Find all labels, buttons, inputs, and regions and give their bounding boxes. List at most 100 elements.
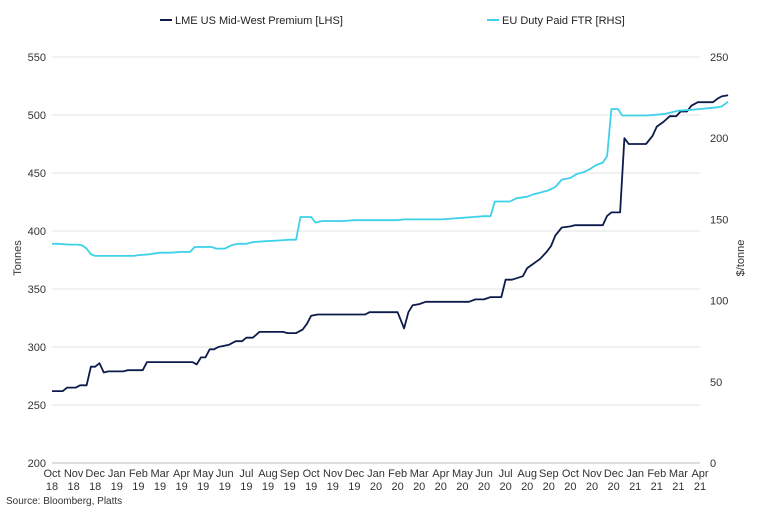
y-left-tick-label: 350 xyxy=(28,284,46,296)
x-tick-year: 19 xyxy=(111,481,123,493)
x-tick-year: 20 xyxy=(521,481,533,493)
x-tick-year: 20 xyxy=(370,481,382,493)
x-tick-month: Jan xyxy=(108,468,126,480)
x-tick-month: Jul xyxy=(499,468,513,480)
series-line-lme-us-midwest xyxy=(52,94,729,392)
right-axis-ticks: 0 50 100 150 200 250 xyxy=(710,52,728,470)
y-right-tick-label: 250 xyxy=(710,52,728,64)
x-tick-month: Feb xyxy=(647,468,666,480)
x-tick-year: 21 xyxy=(672,481,684,493)
y-left-tick-label: 300 xyxy=(28,342,46,354)
legend-label: EU Duty Paid FTR [RHS] xyxy=(502,15,625,27)
x-tick-year: 18 xyxy=(89,481,101,493)
x-tick-month: Apr xyxy=(173,468,190,480)
x-tick-year: 19 xyxy=(305,481,317,493)
x-tick-month: Apr xyxy=(432,468,449,480)
x-tick-year: 20 xyxy=(456,481,468,493)
series-lines xyxy=(52,94,729,392)
x-tick-month: Mar xyxy=(669,468,688,480)
y-left-tick-label: 500 xyxy=(28,110,46,122)
x-tick-month: Dec xyxy=(604,468,624,480)
legend-entry: LME US Mid-West Premium [LHS] xyxy=(160,15,343,27)
y-right-tick-label: 200 xyxy=(710,133,728,145)
y-right-tick-label: 150 xyxy=(710,214,728,226)
x-tick-month: Oct xyxy=(562,468,579,480)
x-tick-year: 19 xyxy=(240,481,252,493)
x-tick-month: Jan xyxy=(367,468,385,480)
x-axis-ticks: Oct18Nov18Dec18Jan19Feb19Mar19Apr19May19… xyxy=(43,468,708,493)
x-tick-year: 19 xyxy=(154,481,166,493)
x-tick-month: Oct xyxy=(43,468,60,480)
x-tick-month: Nov xyxy=(582,468,602,480)
y-left-tick-label: 450 xyxy=(28,168,46,180)
y-left-tick-label: 400 xyxy=(28,226,46,238)
x-tick-month: Apr xyxy=(691,468,708,480)
gridlines xyxy=(52,56,700,464)
x-tick-year: 18 xyxy=(67,481,79,493)
y-right-tick-label: 100 xyxy=(710,296,728,308)
x-tick-month: May xyxy=(452,468,473,480)
x-tick-month: Aug xyxy=(517,468,537,480)
x-tick-year: 19 xyxy=(197,481,209,493)
y-left-tick-label: 200 xyxy=(28,458,46,470)
x-tick-year: 21 xyxy=(629,481,641,493)
x-tick-month: Dec xyxy=(345,468,365,480)
x-tick-month: Jun xyxy=(216,468,234,480)
x-tick-month: Mar xyxy=(151,468,170,480)
x-tick-month: Nov xyxy=(323,468,343,480)
legend-label: LME US Mid-West Premium [LHS] xyxy=(175,15,343,27)
x-tick-year: 19 xyxy=(132,481,144,493)
x-tick-year: 20 xyxy=(607,481,619,493)
x-tick-month: Jul xyxy=(239,468,253,480)
x-tick-month: Feb xyxy=(129,468,148,480)
x-tick-year: 19 xyxy=(348,481,360,493)
x-tick-year: 21 xyxy=(694,481,706,493)
x-tick-year: 20 xyxy=(564,481,576,493)
x-tick-year: 18 xyxy=(46,481,58,493)
left-axis-ticks: 200 250 300 350 400 450 500 550 xyxy=(28,52,46,470)
x-tick-month: Jun xyxy=(475,468,493,480)
x-tick-month: Sep xyxy=(280,468,300,480)
y-left-tick-label: 550 xyxy=(28,52,46,64)
y-axis-right-label: $/tonne xyxy=(735,240,747,277)
x-tick-year: 20 xyxy=(435,481,447,493)
x-tick-month: May xyxy=(193,468,214,480)
x-tick-year: 19 xyxy=(327,481,339,493)
legend-entry: EU Duty Paid FTR [RHS] xyxy=(487,15,625,27)
x-tick-year: 20 xyxy=(413,481,425,493)
x-tick-year: 19 xyxy=(219,481,231,493)
source-note: Source: Bloomberg, Platts xyxy=(6,496,123,507)
y-axis-left-label: Tonnes xyxy=(12,240,24,276)
x-tick-year: 20 xyxy=(478,481,490,493)
x-tick-year: 20 xyxy=(391,481,403,493)
y-right-tick-label: 0 xyxy=(710,458,716,470)
x-tick-month: Sep xyxy=(539,468,559,480)
y-right-tick-label: 50 xyxy=(710,377,722,389)
x-tick-month: Aug xyxy=(258,468,278,480)
